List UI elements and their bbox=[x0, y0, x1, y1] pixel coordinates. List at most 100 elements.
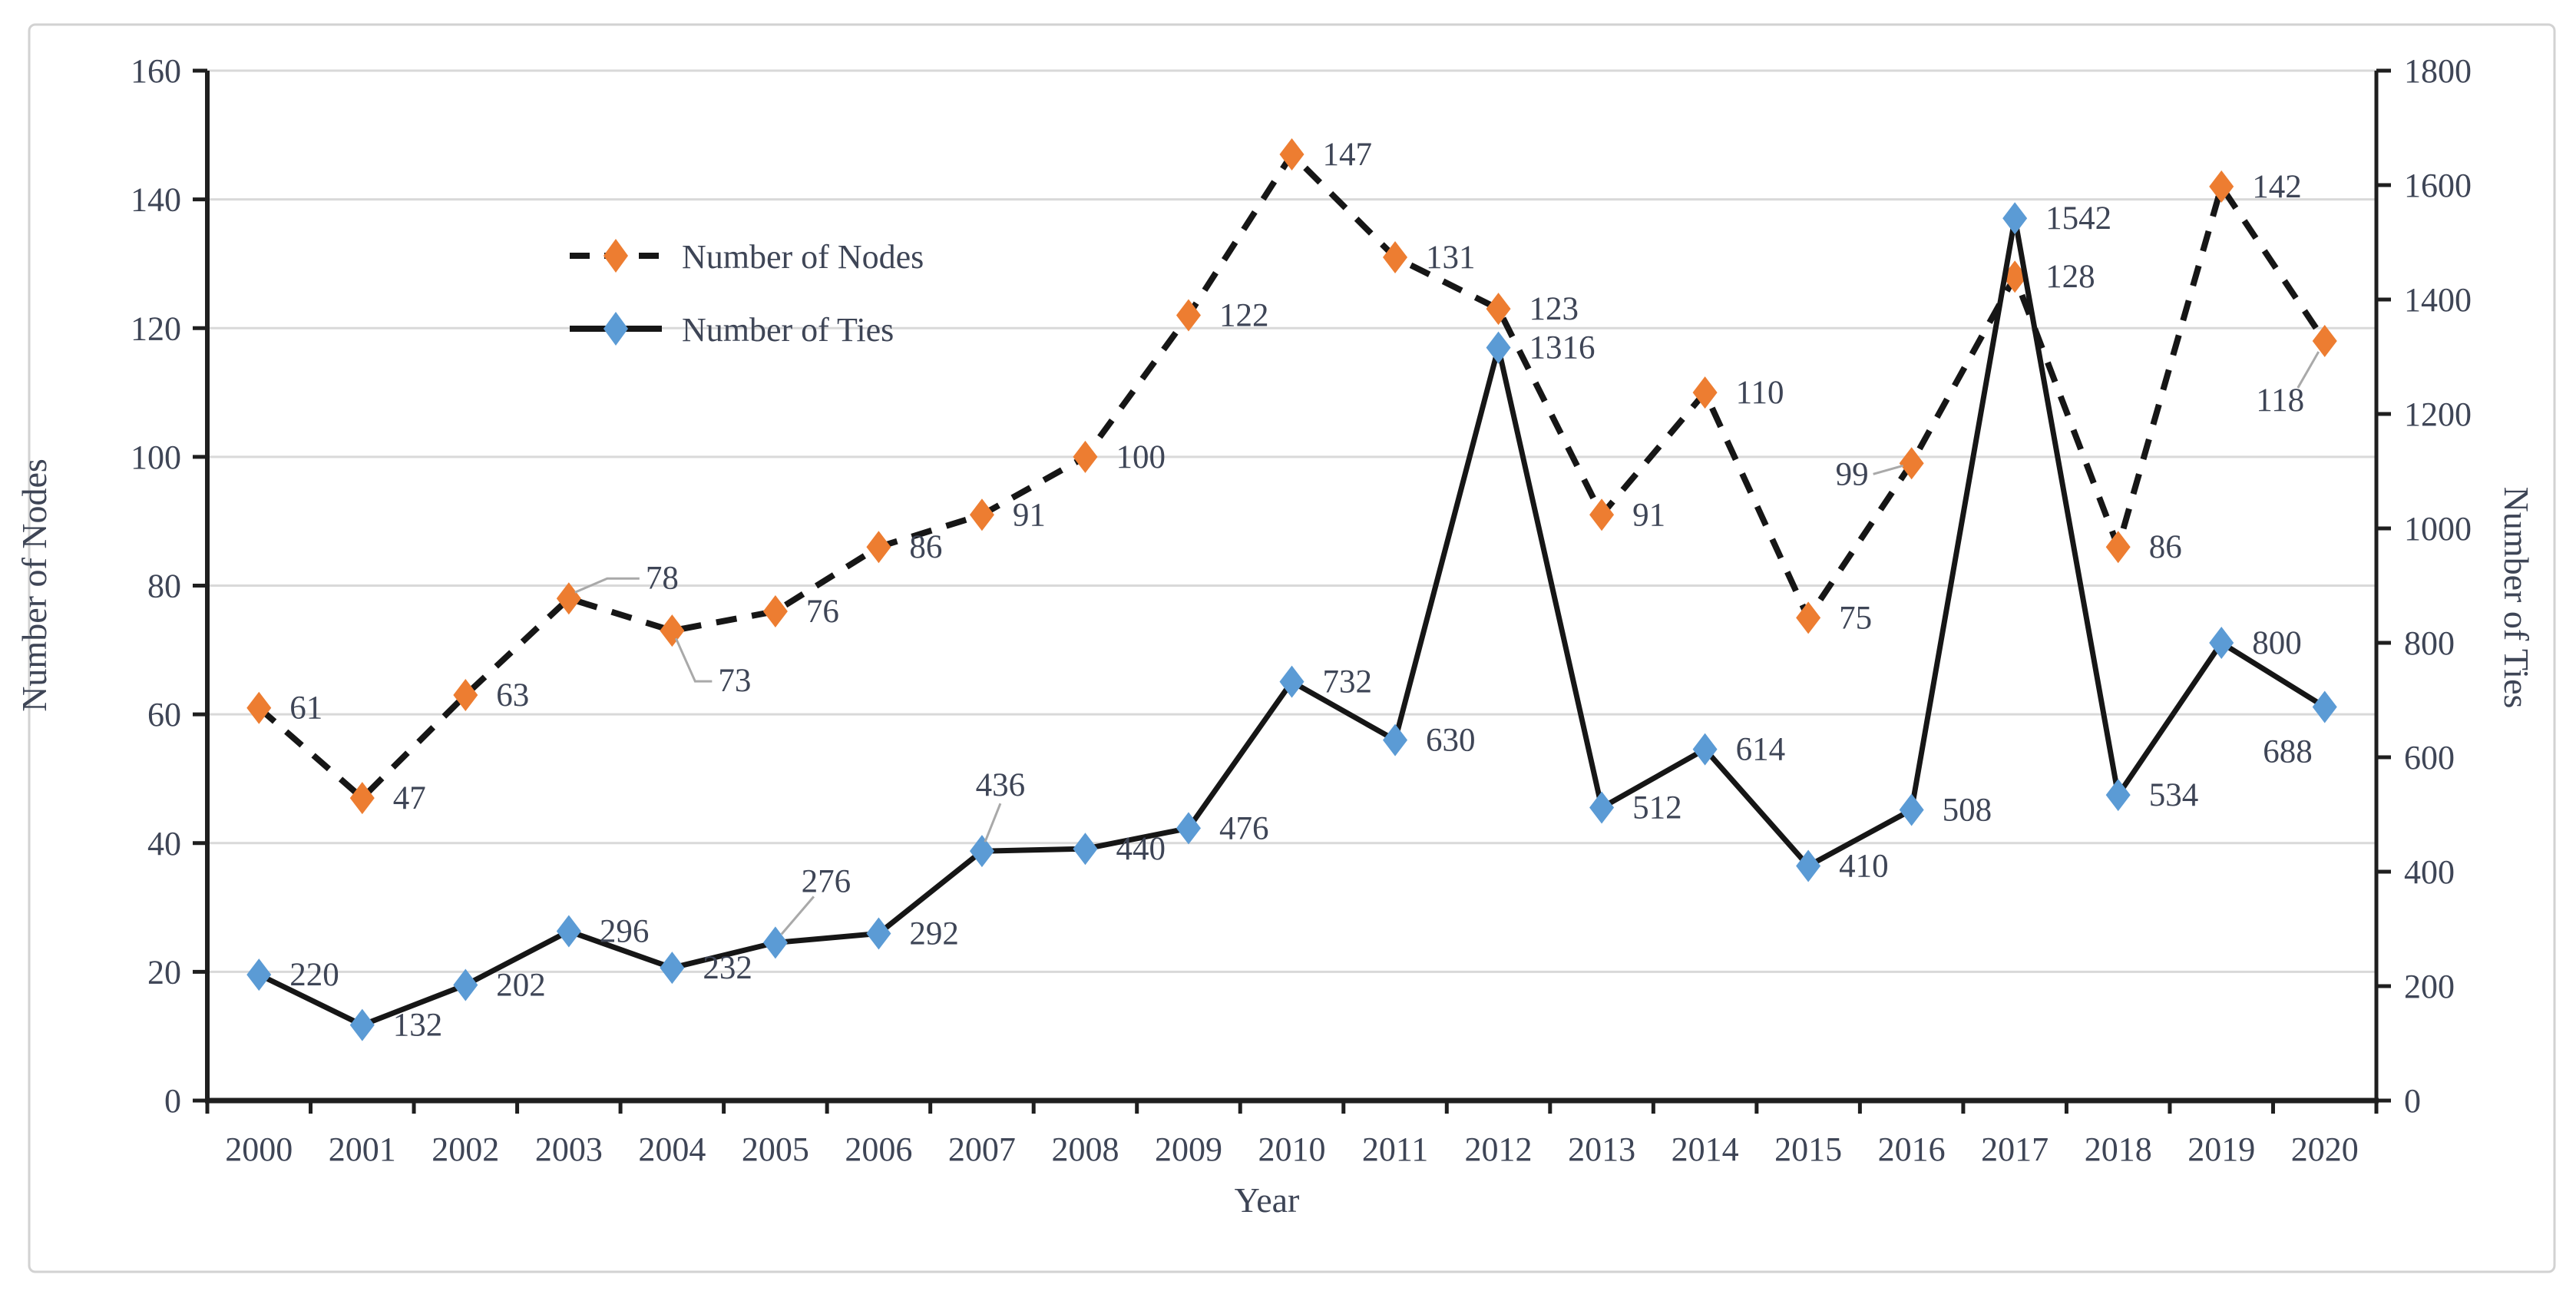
x-axis-tick-label: 2010 bbox=[1258, 1131, 1326, 1168]
right-axis-tick-label: 0 bbox=[2404, 1082, 2421, 1120]
data-label-ties-2012: 1316 bbox=[1529, 330, 1596, 366]
data-point-marker-nodes-2005 bbox=[762, 595, 788, 628]
data-point-marker-ties-2007 bbox=[969, 835, 994, 868]
data-label-ties-2004: 232 bbox=[703, 950, 752, 986]
data-point-marker-ties-2013 bbox=[1589, 791, 1615, 824]
data-point-marker-nodes-2007 bbox=[969, 498, 994, 531]
data-point-marker-ties-2016 bbox=[1899, 793, 1924, 826]
data-label-nodes-2004: 73 bbox=[718, 663, 751, 699]
image-frame-border bbox=[28, 23, 2556, 1273]
data-label-nodes-2006: 86 bbox=[909, 529, 942, 565]
data-point-marker-nodes-2015 bbox=[1796, 601, 1821, 634]
data-label-nodes-2010: 147 bbox=[1323, 137, 1373, 173]
data-label-nodes-2003: 78 bbox=[646, 560, 679, 596]
x-axis-tick-label: 2020 bbox=[2291, 1131, 2359, 1168]
x-axis-tick-label: 2016 bbox=[1878, 1131, 1946, 1168]
left-axis-tick-label: 80 bbox=[147, 568, 181, 605]
data-label-nodes-2019: 142 bbox=[2252, 169, 2302, 205]
data-label-nodes-2000: 61 bbox=[289, 690, 322, 727]
data-label-nodes-2017: 128 bbox=[2045, 259, 2095, 295]
right-axis-tick-label: 1800 bbox=[2404, 52, 2472, 90]
data-point-marker-ties-2015 bbox=[1796, 849, 1821, 882]
data-point-marker-ties-2004 bbox=[660, 952, 685, 985]
data-label-nodes-2011: 131 bbox=[1426, 240, 1476, 276]
left-axis-tick-label: 20 bbox=[147, 953, 181, 991]
data-point-marker-nodes-2019 bbox=[2209, 170, 2234, 203]
data-label-nodes-2013: 91 bbox=[1632, 497, 1665, 533]
x-axis-tick-label: 2009 bbox=[1155, 1131, 1222, 1168]
x-axis-title: Year bbox=[1235, 1180, 1300, 1220]
data-point-marker-nodes-2013 bbox=[1589, 498, 1615, 531]
left-axis-tick-label: 140 bbox=[131, 181, 181, 219]
axes: 0204060801001201401600200400600800100012… bbox=[131, 52, 2472, 1168]
right-axis-tick-label: 600 bbox=[2404, 739, 2455, 776]
left-axis-tick-label: 120 bbox=[131, 310, 181, 347]
data-label-ties-2008: 440 bbox=[1116, 831, 1166, 867]
x-axis-tick-label: 2003 bbox=[535, 1131, 603, 1168]
right-axis-tick-label: 200 bbox=[2404, 968, 2455, 1005]
x-axis-tick-label: 2015 bbox=[1774, 1131, 1842, 1168]
data-label-ties-2007: 436 bbox=[976, 767, 1026, 803]
right-axis-tick-label: 1400 bbox=[2404, 281, 2472, 319]
x-axis-tick-label: 2007 bbox=[948, 1131, 1016, 1168]
data-label-nodes-2014: 110 bbox=[1736, 375, 1784, 411]
data-point-marker-ties-2017 bbox=[2002, 202, 2028, 235]
data-point-marker-ties-2006 bbox=[866, 917, 891, 950]
x-axis-tick-label: 2001 bbox=[329, 1131, 396, 1168]
data-point-marker-nodes-2016 bbox=[1899, 447, 1924, 480]
left-axis-tick-label: 0 bbox=[164, 1082, 181, 1120]
x-axis-tick-label: 2006 bbox=[845, 1131, 912, 1168]
data-label-ties-2016: 508 bbox=[1943, 793, 1992, 829]
data-label-nodes-2018: 86 bbox=[2149, 529, 2182, 565]
right-axis-tick-label: 800 bbox=[2404, 624, 2455, 662]
data-point-marker-ties-2019 bbox=[2209, 627, 2234, 659]
data-point-marker-nodes-2001 bbox=[349, 782, 375, 815]
data-point-marker-ties-2000 bbox=[246, 958, 272, 992]
x-axis-tick-label: 2002 bbox=[432, 1131, 499, 1168]
x-axis-tick-label: 2017 bbox=[1981, 1131, 2049, 1168]
data-label-nodes-2015: 75 bbox=[1839, 600, 1872, 636]
data-label-ties-2014: 614 bbox=[1736, 732, 1786, 768]
data-point-marker-ties-2002 bbox=[453, 968, 478, 1001]
data-label-nodes-2012: 123 bbox=[1529, 291, 1579, 327]
data-label-ties-2013: 512 bbox=[1632, 790, 1682, 826]
data-point-marker-ties-2001 bbox=[349, 1008, 375, 1041]
right-axis-tick-label: 1000 bbox=[2404, 510, 2472, 548]
data-point-marker-nodes-2009 bbox=[1176, 299, 1201, 332]
data-point-marker-ties-2012 bbox=[1486, 331, 1511, 364]
data-point-marker-nodes-2008 bbox=[1073, 440, 1098, 473]
right-axis-tick-label: 1200 bbox=[2404, 396, 2472, 433]
data-label-nodes-2016: 99 bbox=[1836, 456, 1869, 492]
legend-label-nodes: Number of Nodes bbox=[682, 238, 924, 276]
legend: Number of Nodes Number of Ties bbox=[570, 238, 924, 349]
series-line-nodes bbox=[256, 151, 2328, 802]
data-point-marker-nodes-2004 bbox=[660, 614, 685, 647]
data-point-marker-nodes-2002 bbox=[453, 678, 478, 711]
data-label-nodes-2005: 76 bbox=[806, 594, 839, 630]
data-label-ties-2009: 476 bbox=[1219, 810, 1269, 846]
data-label-ties-2018: 534 bbox=[2149, 777, 2199, 813]
data-point-marker-nodes-2020 bbox=[2312, 325, 2337, 358]
left-axis-tick-label: 100 bbox=[131, 439, 181, 476]
data-label-nodes-2020: 118 bbox=[2256, 382, 2304, 419]
data-point-marker-ties-2020 bbox=[2312, 690, 2337, 723]
label-leader-line bbox=[2297, 351, 2320, 389]
x-axis-tick-label: 2018 bbox=[2085, 1131, 2152, 1168]
label-leader-line bbox=[674, 637, 713, 683]
data-label-ties-2010: 732 bbox=[1323, 664, 1373, 700]
data-point-marker-ties-2008 bbox=[1073, 833, 1098, 866]
data-point-marker-nodes-2003 bbox=[556, 582, 581, 615]
data-label-ties-2011: 630 bbox=[1426, 723, 1476, 759]
data-label-nodes-2007: 91 bbox=[1013, 497, 1046, 533]
x-axis-tick-label: 2019 bbox=[2187, 1131, 2255, 1168]
data-label-ties-2015: 410 bbox=[1839, 849, 1889, 885]
x-axis-tick-label: 2005 bbox=[742, 1131, 809, 1168]
data-point-marker-nodes-2018 bbox=[2105, 531, 2131, 564]
label-leader-line bbox=[574, 577, 640, 594]
data-label-ties-2017: 1542 bbox=[2045, 200, 2111, 237]
series-line-ties bbox=[257, 215, 2326, 1028]
left-axis-title: Number of Nodes bbox=[15, 459, 54, 712]
data-point-marker-ties-2010 bbox=[1279, 665, 1305, 698]
data-label-ties-2002: 202 bbox=[496, 968, 546, 1004]
